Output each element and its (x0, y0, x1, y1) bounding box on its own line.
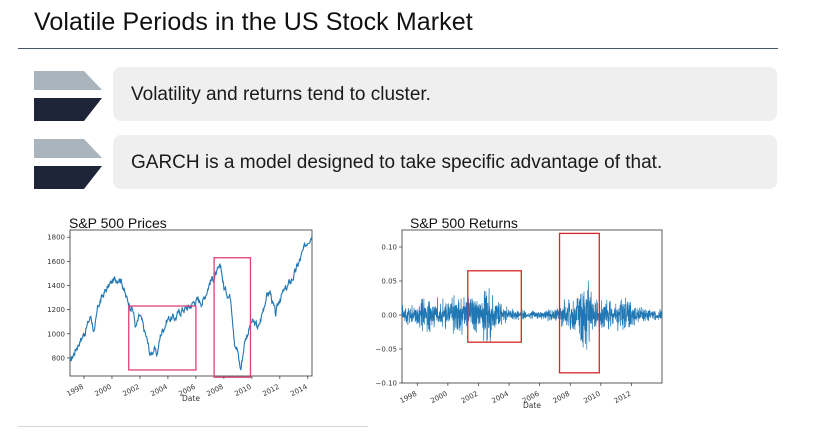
returns-series-line (401, 280, 663, 350)
prices-chart: 800 1000 1200 1400 1600 1800 1998 2000 2002 2004 2… (47, 229, 313, 403)
returns-chart-title: S&P 500 Returns (410, 215, 518, 231)
bullet-box: Volatility and returns tend to cluster. (113, 67, 777, 121)
x-tick-label: 2000 (429, 390, 448, 405)
title-divider (18, 48, 778, 49)
x-tick-label: 2010 (233, 383, 252, 398)
x-tick-label: 2002 (460, 390, 479, 405)
x-tick-label: 1998 (65, 383, 84, 398)
bullet-box: GARCH is a model designed to take specif… (113, 135, 777, 189)
x-tick-label: 2008 (205, 383, 224, 398)
footer-divider (18, 426, 368, 427)
returns-chart: −0.10 −0.05 0.00 0.05 0.10 1998 2000 2002 2004 20… (376, 229, 663, 410)
x-tick-label: 2008 (552, 390, 571, 405)
x-tick-label: 2012 (613, 390, 632, 405)
x-tick-label: 2012 (261, 383, 280, 398)
chevron-bullet-icon (34, 139, 102, 189)
x-tick-label: 2004 (149, 382, 169, 398)
prices-chart-title: S&P 500 Prices (69, 215, 167, 231)
highlight-box (558, 232, 600, 374)
y-tick-label: −0.10 (376, 380, 397, 388)
y-tick-label: −0.05 (376, 346, 397, 354)
plot-frame (69, 229, 313, 377)
x-tick-label: 2004 (491, 389, 511, 405)
x-tick-label: 2014 (289, 382, 309, 398)
highlight-box (213, 257, 252, 378)
y-tick-label: 1400 (47, 282, 65, 290)
x-axis-label: Date (523, 401, 541, 410)
x-tick-label: 1998 (399, 390, 418, 405)
y-tick-label: 1000 (47, 330, 65, 338)
y-tick-label: 800 (52, 354, 65, 362)
y-tick-label: 1200 (47, 306, 65, 314)
x-tick-label: 2002 (121, 383, 140, 398)
y-tick-label: 0.05 (381, 278, 397, 286)
y-tick-label: 0.10 (381, 244, 397, 252)
chevron-bullet-icon (34, 71, 102, 121)
highlight-box (128, 305, 197, 371)
highlight-box (467, 270, 522, 343)
slide-title: Volatile Periods in the US Stock Market (34, 8, 473, 36)
y-tick-label: 0.00 (381, 312, 397, 320)
x-tick-label: 2010 (582, 390, 601, 405)
bullet-text: Volatility and returns tend to cluster. (131, 84, 431, 105)
bullet-text: GARCH is a model designed to take specif… (131, 152, 663, 173)
x-tick-label: 2000 (93, 383, 112, 398)
price-series-line (69, 235, 313, 371)
y-tick-label: 1800 (47, 234, 65, 242)
x-axis-label: Date (182, 394, 200, 403)
y-tick-label: 1600 (47, 258, 65, 266)
